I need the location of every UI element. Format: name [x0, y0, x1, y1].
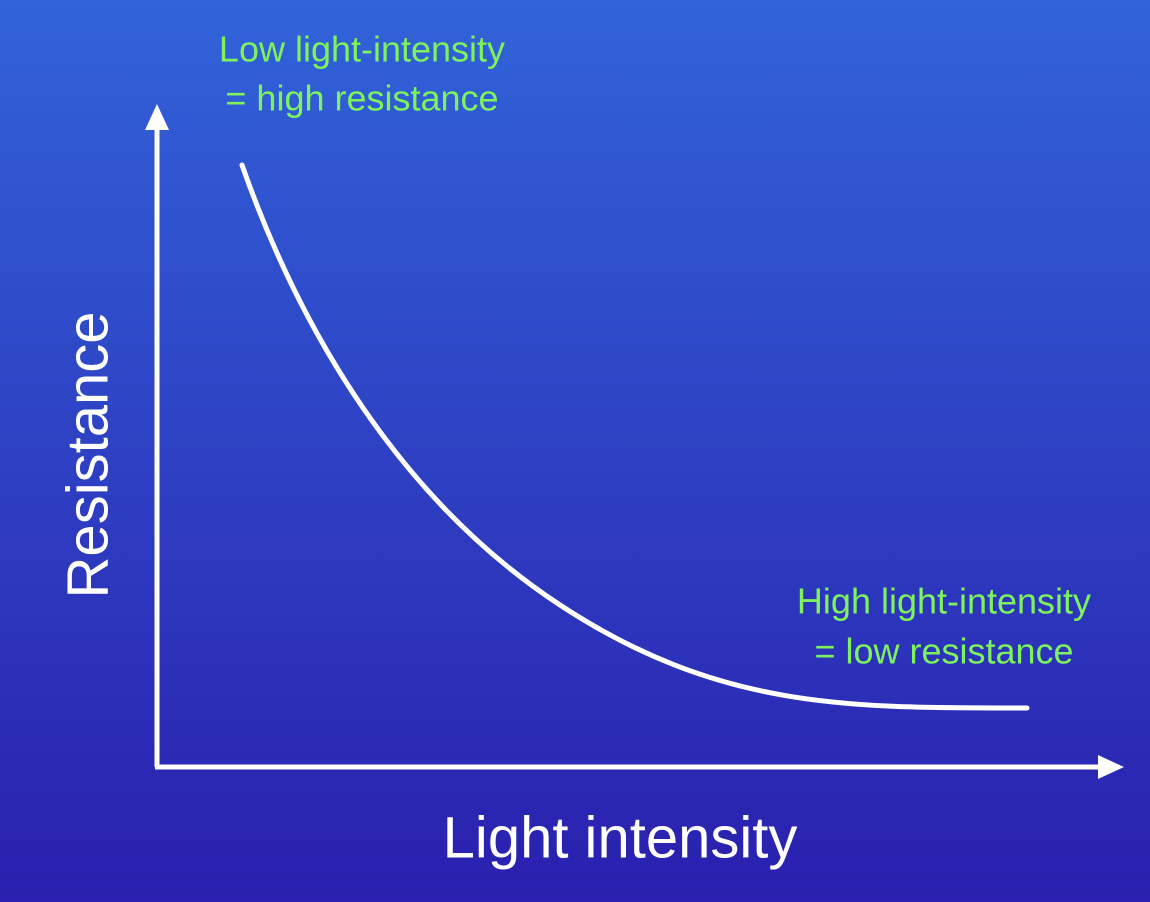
annotation-line: High light-intensity	[797, 581, 1091, 622]
x-axis-arrow	[1098, 755, 1124, 779]
x-axis-label: Light intensity	[443, 805, 798, 870]
y-axis-label: Resistance	[55, 312, 120, 599]
annotation-line: Low light-intensity	[219, 29, 505, 70]
annotation-line: = low resistance	[814, 631, 1073, 672]
y-axis-arrow	[145, 104, 169, 130]
annotation-line: = high resistance	[225, 78, 498, 119]
curve	[239, 162, 1030, 711]
